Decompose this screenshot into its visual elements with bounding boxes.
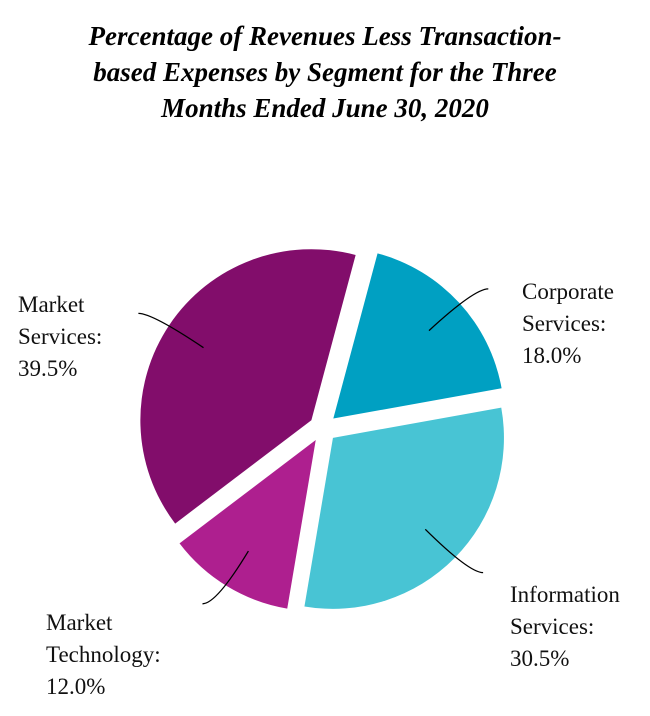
label-information-services-value: 30.5% (510, 646, 569, 671)
chart-title-line-2: based Expenses by Segment for the Three (93, 57, 557, 87)
label-information-services-line-1: Information (510, 582, 620, 607)
label-market-services-line-2: Services: (18, 324, 102, 349)
pie-slice-information-services (304, 407, 504, 609)
label-market-services-value: 39.5% (18, 356, 77, 381)
leader-line-market-technology (202, 550, 249, 605)
pie-slice-market-technology (179, 439, 316, 609)
chart-title-line-1: Percentage of Revenues Less Transaction- (88, 21, 562, 51)
label-market-technology-line-1: Market (46, 610, 113, 635)
label-corporate-services-value: 18.0% (522, 343, 581, 368)
leader-lines (138, 288, 489, 605)
chart-title: Percentage of Revenues Less Transaction-… (0, 18, 650, 126)
label-market-services-line-1: Market (18, 292, 85, 317)
pie-slice-market-services (140, 249, 356, 524)
label-market-technology-value: 12.0% (46, 674, 105, 699)
label-corporate-services-line-1: Corporate (522, 279, 614, 304)
label-market-technology-line-2: Technology: (46, 642, 161, 667)
leader-line-corporate-services (428, 288, 489, 332)
chart-title-line-3: Months Ended June 30, 2020 (161, 93, 489, 123)
label-corporate-services-line-2: Services: (522, 311, 606, 336)
label-information-services: Information Services: 30.5% (510, 582, 626, 671)
leader-line-market-services (138, 312, 204, 349)
pie-slice-corporate-services (333, 253, 502, 419)
leader-line-information-services (424, 528, 484, 574)
label-information-services-line-2: Services: (510, 614, 594, 639)
label-market-technology: Market Technology: 12.0% (46, 610, 166, 699)
label-market-services: Market Services: 39.5% (18, 292, 108, 381)
label-corporate-services: Corporate Services: 18.0% (522, 279, 620, 368)
pie-slices (140, 249, 504, 609)
